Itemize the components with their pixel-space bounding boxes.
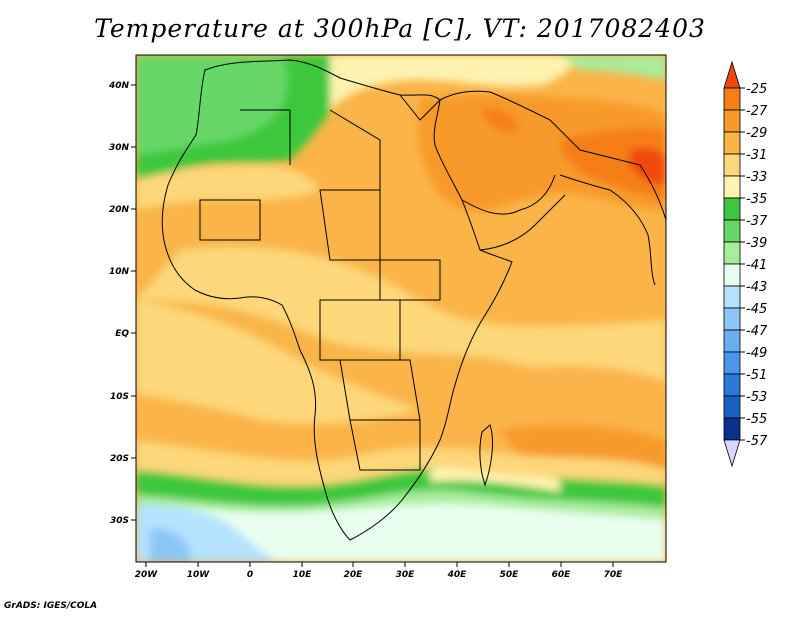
longitude-axis: 20W 10W 0 10E 20E 30E 40E 50E 60E 70E [135, 562, 623, 580]
colorbar-swatch [723, 197, 741, 221]
colorbar-swatch [723, 87, 741, 111]
lat-label: 30S [110, 516, 129, 526]
colorbar-label: -41 [746, 258, 767, 273]
colorbar-label: -27 [746, 104, 768, 119]
colorbar-label: -51 [746, 368, 767, 383]
colorbar-swatch [723, 153, 741, 177]
colorbar-label: -53 [746, 390, 767, 405]
colorbar-swatch [723, 417, 741, 441]
colorbar-swatch [723, 351, 741, 375]
colorbar-top-arrow [723, 60, 741, 89]
colorbar-swatch [723, 285, 741, 309]
lat-label: 30N [109, 143, 130, 153]
colorbar-label: -49 [746, 346, 767, 361]
lon-label: 20E [344, 570, 364, 580]
colorbar-swatch [723, 373, 741, 397]
colorbar-label: -37 [746, 214, 768, 229]
lat-label: 20S [110, 454, 129, 464]
colorbar-label: -39 [746, 236, 767, 251]
latitude-axis: 40N 30N 20N 10N EQ 10S 20S 30S [108, 81, 136, 526]
colorbar-swatch [723, 241, 741, 265]
colorbar-swatch [723, 131, 741, 155]
colorbar-label: -33 [746, 170, 767, 185]
colorbar-swatch [723, 109, 741, 133]
lon-label: 50E [500, 570, 520, 580]
colorbar-label: -31 [746, 148, 767, 163]
lon-label: 70E [604, 570, 624, 580]
colorbar-label: -43 [746, 280, 767, 295]
credit-text: GrADS: IGES/COLA [4, 601, 98, 611]
lon-label: 10W [187, 570, 211, 580]
colorbar-swatch [723, 307, 741, 331]
colorbar-label: -57 [746, 434, 768, 449]
colorbar: -25 -27 -29 -31 -33 -35 -37 -39 -41 -43 -45 -47 -49 -… [723, 60, 768, 468]
lon-label: 0 [247, 570, 253, 580]
colorbar-swatch [723, 263, 741, 287]
colorbar-label: -55 [746, 412, 767, 427]
colorbar-swatch [723, 219, 741, 243]
colorbar-label: -35 [746, 192, 767, 207]
lat-label: 20N [109, 205, 130, 215]
lon-label: 10E [293, 570, 313, 580]
lon-label: 20W [135, 570, 159, 580]
coastlines [161, 59, 666, 541]
temperature-field [136, 55, 666, 562]
lat-label: 40N [108, 81, 130, 91]
lon-label: 30E [396, 570, 416, 580]
map-title: Temperature at 300hPa [C], VT: 201708240… [94, 14, 706, 43]
colorbar-label: -45 [746, 302, 767, 317]
lon-label: 60E [552, 570, 572, 580]
colorbar-swatch [723, 395, 741, 419]
colorbar-bottom-arrow [723, 439, 741, 468]
lon-label: 40E [447, 570, 468, 580]
lat-label: 10S [110, 392, 129, 402]
colorbar-label: -25 [746, 82, 767, 97]
colorbar-label: -29 [746, 126, 767, 141]
plot-frame [135, 54, 667, 563]
colorbar-swatch [723, 329, 741, 353]
lat-label: 10N [109, 267, 130, 277]
colorbar-label: -47 [746, 324, 768, 339]
lat-label: EQ [115, 329, 129, 339]
colorbar-swatch [723, 175, 741, 199]
